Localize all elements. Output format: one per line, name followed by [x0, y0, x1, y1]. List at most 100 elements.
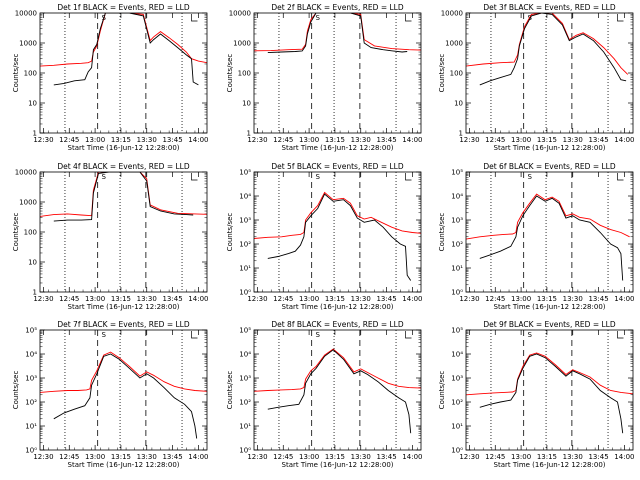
- marker-s: S: [315, 173, 320, 181]
- y-tick-label: 10²: [239, 241, 251, 249]
- x-tick-label: 13:45: [588, 295, 608, 303]
- x-tick-label: 12:30: [247, 453, 267, 461]
- panel-title: Det 5f BLACK = Events, RED = LLD: [271, 162, 404, 171]
- x-tick-label: 12:45: [273, 136, 293, 144]
- x-tick-label: 12:30: [459, 453, 479, 461]
- series-lld: [254, 13, 421, 52]
- marker-s: S: [315, 14, 320, 22]
- y-tick-label: 10²: [25, 399, 37, 407]
- plot-frame: [39, 171, 208, 293]
- panel-title: Det 2f BLACK = Events, RED = LLD: [271, 3, 404, 12]
- x-tick-label: 13:00: [299, 295, 319, 303]
- x-tick-label: 13:15: [111, 453, 131, 461]
- panel-title: Det 1f BLACK = Events, RED = LLD: [57, 3, 190, 12]
- x-tick-label: 13:00: [511, 453, 531, 461]
- plot-frame: [39, 12, 208, 134]
- y-tick-label: 1000: [19, 40, 37, 48]
- panel-det-6f: Det 6f BLACK = Events, RED = LLD 10⁰ 10¹ 10…: [438, 162, 634, 311]
- x-tick-label: 13:45: [376, 453, 396, 461]
- marker-l: [617, 331, 624, 339]
- x-tick-label: 13:30: [563, 136, 583, 144]
- series-events: [479, 195, 624, 281]
- x-tick-label: 13:30: [137, 295, 157, 303]
- plot-frame: [253, 329, 422, 451]
- series-lld: [254, 348, 421, 392]
- x-tick-label: 14:00: [188, 453, 208, 461]
- x-tick-label: 13:00: [85, 136, 105, 144]
- x-tick-label: 13:15: [537, 136, 557, 144]
- y-tick-label: 10⁰: [25, 447, 37, 455]
- y-tick-label: 10⁵: [239, 327, 251, 335]
- x-tick-label: 13:45: [162, 295, 182, 303]
- series-lld: [40, 13, 207, 67]
- x-tick-label: 12:45: [485, 136, 505, 144]
- y-tick-label: 10000: [15, 169, 37, 177]
- x-tick-label: 13:30: [563, 453, 583, 461]
- x-axis-label: Start Time (16-Jun-12 12:28:00): [282, 303, 394, 311]
- x-tick-label: 13:45: [162, 136, 182, 144]
- y-tick-label: 10³: [239, 217, 251, 225]
- series-events: [479, 353, 624, 434]
- y-tick-label: 10000: [441, 10, 463, 18]
- x-tick-label: 12:45: [59, 295, 79, 303]
- panel-det-5f: Det 5f BLACK = Events, RED = LLD 10⁰ 10¹ 10…: [226, 162, 422, 311]
- y-axis-label: Counts/sec: [12, 213, 20, 252]
- x-tick-label: 13:00: [511, 136, 531, 144]
- x-tick-label: 14:00: [188, 295, 208, 303]
- panel-det-7f: Det 7f BLACK = Events, RED = LLD 10⁰ 10¹ 10…: [12, 320, 208, 469]
- x-tick-label: 12:45: [273, 453, 293, 461]
- y-axis-label: Counts/sec: [438, 54, 446, 93]
- series-lld: [466, 193, 630, 240]
- x-tick-label: 13:00: [85, 295, 105, 303]
- y-tick-label: 1: [33, 130, 37, 138]
- panel-title: Det 7f BLACK = Events, RED = LLD: [57, 320, 190, 329]
- y-tick-label: 100: [24, 70, 37, 78]
- marker-s: S: [315, 331, 320, 339]
- x-tick-label: 13:45: [376, 295, 396, 303]
- y-tick-label: 1000: [445, 40, 463, 48]
- panel-title: Det 4f BLACK = Events, RED = LLD: [57, 162, 190, 171]
- marker-l: [191, 331, 198, 339]
- x-tick-label: 13:45: [376, 136, 396, 144]
- y-tick-label: 10: [454, 100, 463, 108]
- x-tick-label: 13:15: [325, 136, 345, 144]
- x-tick-label: 13:00: [511, 295, 531, 303]
- series-events: [267, 193, 412, 281]
- x-tick-label: 12:30: [459, 136, 479, 144]
- x-axis-label: Start Time (16-Jun-12 12:28:00): [494, 303, 606, 311]
- plot-frame: [465, 329, 634, 451]
- y-tick-label: 10000: [15, 10, 37, 18]
- x-tick-label: 13:30: [563, 295, 583, 303]
- y-tick-label: 1000: [233, 40, 251, 48]
- y-tick-label: 10³: [25, 375, 37, 383]
- y-tick-label: 10²: [239, 399, 251, 407]
- x-tick-label: 13:00: [299, 453, 319, 461]
- y-tick-label: 10⁵: [25, 327, 37, 335]
- y-tick-label: 10¹: [239, 423, 251, 431]
- marker-l: [617, 14, 624, 22]
- plot-frame: [253, 12, 422, 134]
- y-tick-label: 10²: [451, 241, 463, 249]
- marker-l: [191, 173, 198, 181]
- x-tick-label: 13:15: [111, 136, 131, 144]
- x-tick-label: 13:45: [588, 453, 608, 461]
- x-axis-label: Start Time (16-Jun-12 12:28:00): [68, 303, 180, 311]
- x-tick-label: 12:30: [33, 453, 53, 461]
- series-lld: [466, 352, 633, 396]
- marker-l: [405, 331, 412, 339]
- x-tick-label: 12:45: [273, 295, 293, 303]
- y-tick-label: 10⁰: [451, 447, 463, 455]
- x-tick-label: 14:00: [614, 136, 634, 144]
- marker-l: [405, 173, 412, 181]
- x-tick-label: 13:45: [588, 136, 608, 144]
- y-tick-label: 10¹: [25, 423, 37, 431]
- x-tick-label: 12:30: [459, 295, 479, 303]
- y-tick-label: 1: [459, 130, 463, 138]
- marker-s: S: [101, 173, 106, 181]
- series-lld: [40, 172, 207, 217]
- x-tick-label: 13:15: [325, 453, 345, 461]
- x-tick-label: 14:00: [614, 295, 634, 303]
- y-tick-label: 1: [247, 130, 251, 138]
- x-tick-label: 14:00: [402, 295, 422, 303]
